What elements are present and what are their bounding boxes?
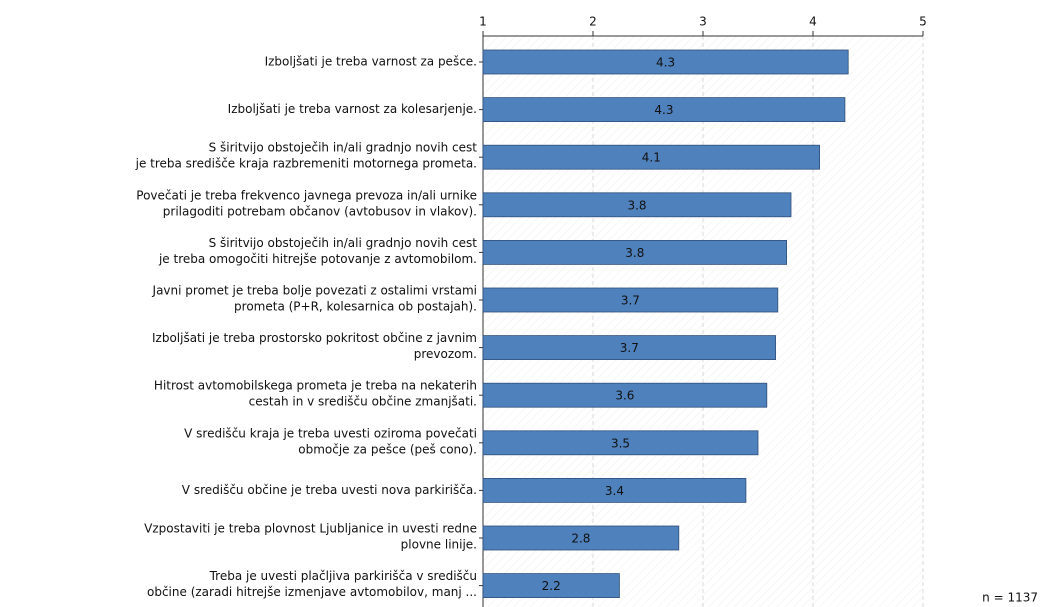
bar <box>482 97 846 122</box>
x-tick-label: 1 <box>479 15 487 29</box>
sample-note: n = 1137 <box>982 591 1038 605</box>
value-label: 3.8 <box>627 198 646 212</box>
value-label: 2.8 <box>571 532 590 546</box>
bar <box>482 49 849 75</box>
y-tick-label: Izboljšati je treba prostorsko pokritost… <box>152 331 477 345</box>
bar <box>482 430 759 456</box>
y-tick-label: območje za pešce (peš cono). <box>298 442 477 456</box>
value-label: 4.3 <box>656 56 675 70</box>
value-label: 2.2 <box>542 579 561 593</box>
bar <box>482 335 777 361</box>
y-tick-label: Treba je uvesti plačljiva parkirišča v s… <box>209 569 477 583</box>
x-tick-label: 3 <box>699 15 707 29</box>
y-tick-label: cestah in v središču občine zmanjšati. <box>249 395 477 409</box>
y-tick-label: Povečati je treba frekvenco javnega prev… <box>136 188 477 202</box>
y-tick-label: prevozom. <box>414 347 477 361</box>
value-label: 3.4 <box>605 484 624 498</box>
x-tick-label: 4 <box>809 15 817 29</box>
value-label: 3.5 <box>611 436 630 450</box>
y-tick-label: Izboljšati je treba varnost za kolesarje… <box>228 102 477 116</box>
plot-background <box>483 36 923 607</box>
y-tick-label: S širitvijo obstoječih in/ali gradnjo no… <box>209 141 478 155</box>
y-tick-label: prilagoditi potrebam občanov (avtobusov … <box>163 204 477 218</box>
y-tick-label: plovne linije. <box>401 538 477 552</box>
bar <box>482 287 779 313</box>
y-tick-label: V središču občine je treba uvesti nova p… <box>182 483 477 497</box>
y-tick-label: Vzpostaviti je treba plovnost Ljubljanic… <box>144 522 477 536</box>
bar <box>482 144 821 170</box>
value-label: 3.7 <box>621 294 640 308</box>
y-tick-label: je treba omogočiti hitrejše potovanje z … <box>158 252 477 266</box>
x-tick-label: 2 <box>589 15 597 29</box>
value-label: 3.8 <box>625 246 644 260</box>
bar <box>482 573 620 598</box>
y-tick-label: V središču kraja je treba uvesti oziroma… <box>184 426 477 440</box>
y-tick-label: prometa (P+R, kolesarnica ob postajah). <box>234 300 477 314</box>
y-tick-label: Hitrost avtomobilskega prometa je treba … <box>154 379 477 393</box>
y-tick-label: je treba središče kraja razbremeniti mot… <box>135 157 477 171</box>
bar <box>482 239 788 265</box>
y-tick-label: občine (zaradi hitrejše izmenjave avtomo… <box>147 585 477 599</box>
value-label: 3.7 <box>620 341 639 355</box>
bar <box>482 382 768 408</box>
y-tick-label: S širitvijo obstoječih in/ali gradnjo no… <box>209 236 478 250</box>
bar <box>482 477 747 503</box>
bar <box>482 192 792 218</box>
value-label: 4.1 <box>642 151 661 165</box>
x-tick-label: 5 <box>919 15 927 29</box>
y-tick-label: Javni promet je treba bolje povezati z o… <box>152 284 477 298</box>
value-label: 4.3 <box>654 103 673 117</box>
y-tick-label: Izboljšati je treba varnost za pešce. <box>265 55 477 69</box>
value-label: 3.6 <box>615 389 634 403</box>
bar <box>482 525 680 551</box>
